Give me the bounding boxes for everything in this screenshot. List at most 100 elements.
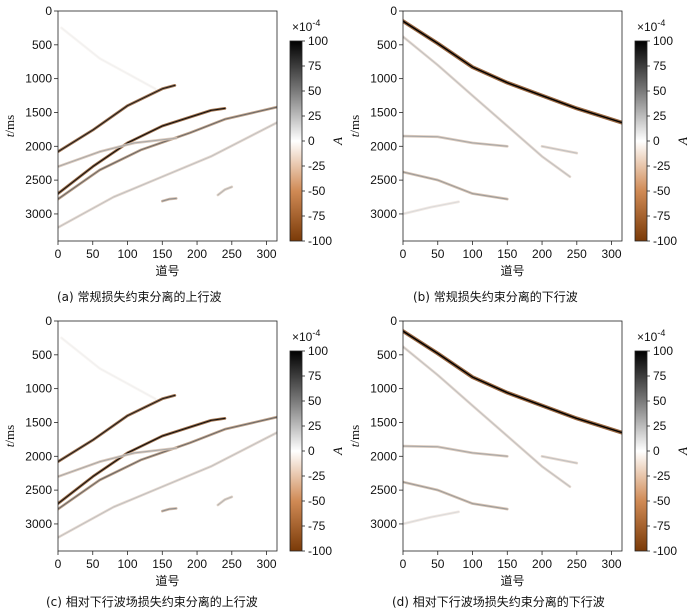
colorbar-exponent-base: ×10 (637, 20, 658, 34)
x-axis-label: 道号 (155, 574, 179, 588)
x-tick-label: 200 (187, 247, 207, 261)
colorbar-exponent-power: -4 (312, 328, 320, 338)
colorbar-tick-label: 25 (308, 419, 322, 433)
colorbar-tick-label: 50 (308, 394, 322, 408)
y-tick-label: 2000 (25, 449, 52, 463)
x-tick-label: 300 (602, 557, 622, 571)
x-tick-label: 250 (567, 247, 587, 261)
colorbar-tick-label: -100 (653, 234, 677, 248)
colorbar-tick-label: 25 (653, 109, 667, 123)
x-axis-label: 道号 (500, 574, 524, 588)
y-tick-label: 2000 (370, 139, 397, 153)
y-tick-label: 2000 (370, 449, 397, 463)
colorbar-exponent-power: -4 (312, 18, 320, 28)
y-tick-label: 3000 (25, 207, 52, 221)
panel-b: 0 50 100 150 200 250 3000500100015002000250030… (347, 4, 690, 304)
y-axis-label: t/ms (347, 425, 362, 447)
y-tick-label: 1000 (25, 72, 52, 86)
y-tick-label: 3000 (370, 517, 397, 531)
y-tick-label: 1000 (25, 382, 52, 396)
colorbar-tick-label: 0 (653, 444, 660, 458)
x-tick-label: 250 (222, 557, 242, 571)
colorbar-exponent-power: -4 (657, 18, 665, 28)
colorbar-tick-label: 0 (653, 134, 660, 148)
x-tick-label: 300 (257, 247, 277, 261)
x-tick-label: 50 (431, 247, 445, 261)
x-tick-label: 150 (152, 557, 172, 571)
colorbar-tick-label: -50 (308, 494, 326, 508)
x-tick-label: 50 (86, 247, 100, 261)
y-tick-label: 1000 (370, 382, 397, 396)
colorbar-tick-label: 75 (653, 59, 667, 73)
colorbar-label: A (675, 447, 690, 456)
x-tick-label: 150 (497, 557, 517, 571)
colorbar-tick-label: 50 (308, 84, 322, 98)
y-tick-label: 500 (377, 348, 397, 362)
colorbar-tick-label: -50 (653, 184, 671, 198)
x-axis-label: 道号 (155, 264, 179, 278)
colorbar-exponent-base: ×10 (292, 20, 313, 34)
colorbar-tick-label: 25 (653, 419, 667, 433)
colorbar-tick-label: -100 (308, 234, 332, 248)
x-tick-label: 0 (400, 247, 407, 261)
panel-caption: (b) 常规损失约束分离的下行波 (413, 289, 578, 304)
plot-area (58, 321, 277, 551)
x-tick-label: 300 (257, 557, 277, 571)
colorbar-exponent: ×10-4 (637, 328, 665, 344)
x-tick-label: 250 (567, 557, 587, 571)
y-tick-label: 1500 (370, 105, 397, 119)
colorbar-tick-label: -75 (308, 209, 326, 223)
y-tick-label: 3000 (370, 207, 397, 221)
y-tick-label: 2500 (370, 173, 397, 187)
colorbar (290, 41, 302, 241)
panel-caption: (c) 相对下行波场损失约束分离的上行波 (46, 594, 258, 609)
y-axis-label: t/ms (347, 115, 362, 137)
x-tick-label: 250 (222, 247, 242, 261)
colorbar-tick-label: 75 (308, 369, 322, 383)
colorbar-tick-label: -50 (308, 184, 326, 198)
panel-d: 0 50 100 150 200 250 3000500100015002000250030… (347, 314, 690, 609)
y-tick-label: 0 (45, 314, 52, 328)
colorbar-exponent: ×10-4 (292, 18, 320, 34)
x-tick-label: 300 (602, 247, 622, 261)
x-tick-label: 100 (118, 557, 138, 571)
colorbar-tick-label: 50 (653, 84, 667, 98)
colorbar (635, 351, 647, 551)
colorbar-label: A (330, 137, 345, 146)
x-tick-label: 0 (55, 557, 62, 571)
x-tick-label: 200 (532, 247, 552, 261)
colorbar-label: A (675, 137, 690, 146)
panel-caption: (d) 相对下行波场损失约束分离的下行波 (392, 594, 605, 609)
x-tick-label: 50 (431, 557, 445, 571)
x-tick-label: 100 (463, 557, 483, 571)
x-tick-label: 200 (532, 557, 552, 571)
colorbar-tick-label: 50 (653, 394, 667, 408)
colorbar-tick-label: 100 (653, 344, 673, 358)
x-tick-label: 150 (497, 247, 517, 261)
x-tick-label: 100 (463, 247, 483, 261)
x-tick-label: 50 (86, 557, 100, 571)
colorbar-tick-label: -75 (653, 209, 671, 223)
panel-c: 0 50 100 150 200 250 3000500100015002000250030… (2, 314, 345, 609)
y-tick-label: 1500 (25, 415, 52, 429)
colorbar-tick-label: -25 (308, 159, 326, 173)
y-tick-label: 1500 (370, 415, 397, 429)
colorbar (635, 41, 647, 241)
y-tick-label: 2500 (370, 483, 397, 497)
y-tick-label: 500 (32, 348, 52, 362)
y-tick-label: 2500 (25, 483, 52, 497)
y-tick-label: 3000 (25, 517, 52, 531)
y-tick-label: 1000 (370, 72, 397, 86)
colorbar-tick-label: -50 (653, 494, 671, 508)
colorbar-tick-label: 100 (653, 34, 673, 48)
colorbar-exponent: ×10-4 (292, 328, 320, 344)
colorbar-exponent: ×10-4 (637, 18, 665, 34)
x-axis-label: 道号 (500, 264, 524, 278)
y-tick-label: 2000 (25, 139, 52, 153)
colorbar-exponent-base: ×10 (292, 330, 313, 344)
colorbar (290, 351, 302, 551)
y-axis-label-unit: /ms (2, 115, 17, 134)
y-axis-label-unit: /ms (347, 115, 362, 134)
y-tick-label: 0 (390, 314, 397, 328)
